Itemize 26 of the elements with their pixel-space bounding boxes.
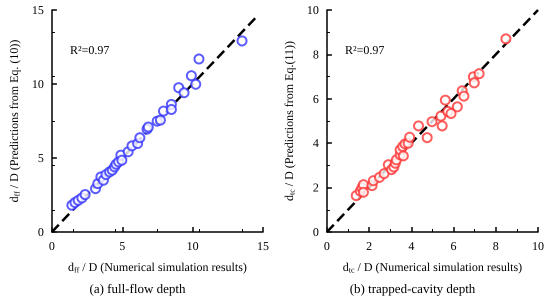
y-tick-label: 2 bbox=[312, 180, 319, 195]
y-tick-label: 0 bbox=[312, 225, 319, 239]
y-tick-label: 6 bbox=[312, 92, 319, 106]
x-tick-label: 10 bbox=[186, 239, 199, 253]
x-tick-label: 8 bbox=[492, 239, 499, 253]
annotation: R²=0.97 bbox=[70, 43, 110, 57]
text: (b) trapped-cavity depth bbox=[350, 281, 476, 296]
y-axis-title: dtc / D (Predictions from Eq.(11)) bbox=[282, 41, 296, 201]
x-tick-label: 4 bbox=[408, 239, 414, 253]
x-tick-label: 5 bbox=[119, 239, 126, 253]
text: (a) full-flow depth bbox=[89, 281, 186, 296]
x-tick-label: 0 bbox=[324, 239, 330, 253]
y-tick-label: 10 bbox=[32, 77, 44, 91]
annotation: R²=0.97 bbox=[345, 43, 384, 57]
x-tick-label: 10 bbox=[532, 239, 544, 253]
y-axis-title: dff / D (Predictions from Eq. (10)) bbox=[7, 40, 22, 202]
x-tick-label: 15 bbox=[257, 239, 269, 253]
y-tick-label: 15 bbox=[32, 3, 44, 17]
y-tick-label: 10 bbox=[306, 3, 319, 17]
x-tick-label: 0 bbox=[48, 239, 55, 253]
y-tick-label: 8 bbox=[312, 47, 319, 62]
x-tick-label: 6 bbox=[450, 239, 457, 253]
y-tick-label: 5 bbox=[38, 151, 44, 165]
y-tick-label: 4 bbox=[312, 136, 319, 150]
x-tick-label: 2 bbox=[366, 239, 372, 253]
y-tick-label: 0 bbox=[38, 225, 44, 239]
